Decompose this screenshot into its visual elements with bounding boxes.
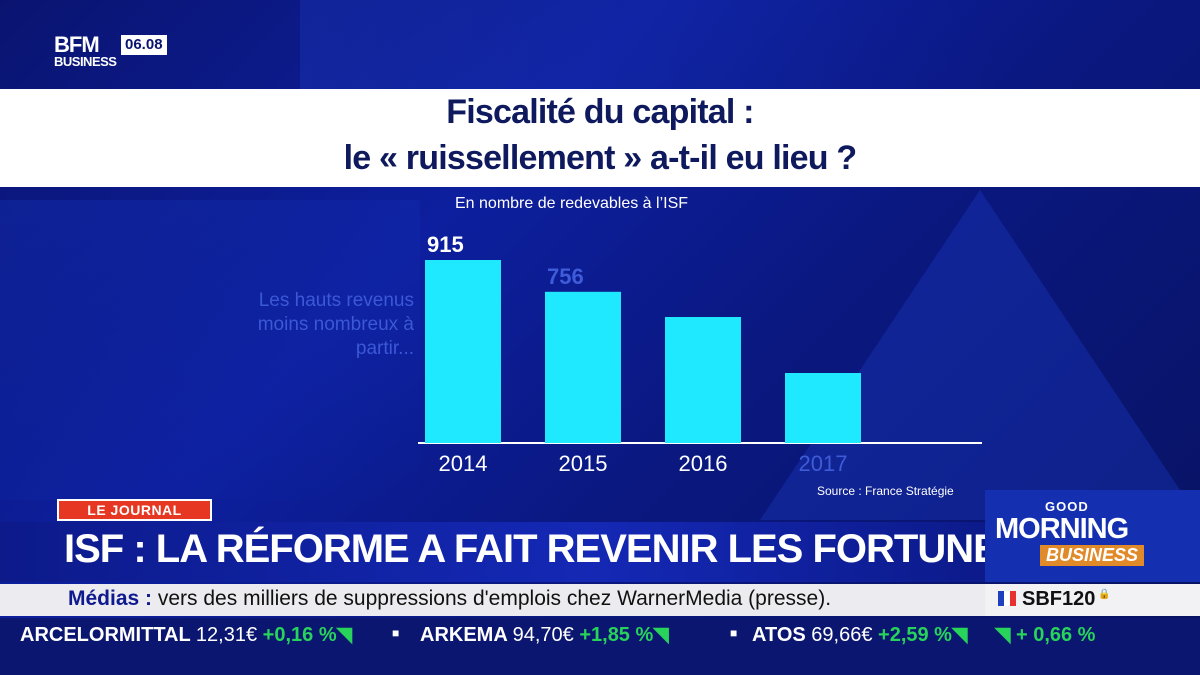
news-ticker-text: vers des milliers de suppressions d'empl… [157, 587, 832, 610]
show-logo [985, 490, 1200, 582]
flag-stripe [1004, 591, 1010, 606]
bar-2016 [665, 317, 741, 443]
triangle-down-right-icon: ◥ [336, 624, 352, 646]
chart-annotation: Les hauts revenus moins nombreux à parti… [257, 290, 414, 359]
chart-source: Source : France Stratégie [817, 484, 954, 498]
channel-logo: BFM BUSINESS [54, 32, 117, 69]
index-name: SBF120 [1022, 588, 1096, 610]
title-band [0, 89, 1200, 187]
x-tick-label: 2015 [559, 451, 608, 476]
chart-subtitle: En nombre de redevables à l’ISF [455, 195, 689, 212]
separator-icon: ■ [392, 626, 400, 640]
index-ticker [985, 618, 1200, 675]
stock-ticker [0, 618, 985, 675]
triangle-down-right-icon: ◥ [995, 624, 1011, 646]
headline-band [0, 522, 985, 582]
show-logo-morning: MORNING [995, 513, 1129, 545]
index-band [985, 584, 1200, 616]
index-change: ◥ + 0,66 % [995, 622, 1095, 647]
stock-change: +0,16 % [262, 624, 337, 646]
stock-item: ARKEMA 94,70€ +1,85 %◥ [420, 622, 669, 647]
headline: ISF : LA RÉFORME A FAIT REVENIR LES FORT… [64, 527, 1025, 571]
stock-item: ARCELORMITTAL 12,31€ +0,16 %◥ [20, 622, 352, 647]
bar-2015 [545, 291, 621, 443]
stock-name: ARCELORMITTAL [20, 624, 191, 646]
index-change-value: + 0,66 % [1015, 624, 1096, 646]
stock-name: ARKEMA [420, 624, 508, 646]
logo-sub-text: BUSINESS [54, 54, 117, 69]
news-ticker-label: Médias : [68, 587, 153, 610]
stock-price: 12,31€ [195, 624, 258, 646]
data-label: 756 [547, 264, 584, 289]
x-tick-label: 2016 [679, 451, 728, 476]
stock-item: ATOS 69,66€ +2,59 %◥ [752, 622, 967, 647]
data-label: 915 [427, 232, 464, 257]
bar-2014 [425, 260, 501, 443]
segment-badge: LE JOURNAL [57, 499, 212, 521]
flag-stripe [998, 591, 1004, 606]
x-tick-label: 2014 [439, 451, 488, 476]
x-tick-label: 2017 [799, 451, 848, 476]
stock-name: ATOS [752, 624, 806, 646]
segment-badge-label: LE JOURNAL [59, 501, 210, 519]
lock-icon: 🔒 [1098, 589, 1111, 600]
stock-change: +2,59 % [878, 624, 952, 646]
stock-change: +1,85 % [579, 624, 654, 646]
france-flag-icon [998, 591, 1016, 606]
news-ticker: Médias : vers des milliers de suppressio… [68, 587, 831, 611]
logo-main-text: BFM [54, 32, 100, 57]
clock: 06.08 [121, 35, 167, 55]
triangle-down-right-icon: ◥ [951, 624, 968, 646]
triangle-down-right-icon: ◥ [653, 624, 669, 646]
show-logo-good: GOOD [1045, 499, 1089, 514]
title-line-2: le « ruissellement » a-t-il eu lieu ? [343, 139, 858, 177]
bar-2017 [785, 373, 861, 443]
separator-icon: ■ [730, 626, 738, 640]
stock-price: 94,70€ [512, 624, 574, 646]
flag-stripe [1010, 591, 1016, 606]
stock-price: 69,66€ [811, 624, 873, 646]
show-logo-business: BUSINESS [1040, 545, 1145, 566]
news-ticker-band [0, 584, 985, 616]
title-line-1: Fiscalité du capital : [446, 93, 754, 131]
